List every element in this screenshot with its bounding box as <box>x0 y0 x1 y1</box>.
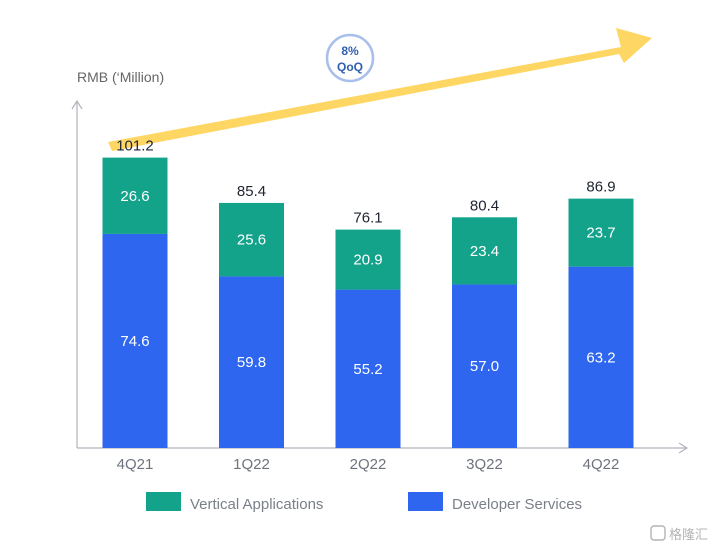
qoq-label: QoQ <box>337 60 363 74</box>
bar-developer-services-2q22 <box>335 289 401 448</box>
data-label-developer-services: 55.2 <box>353 361 382 378</box>
data-label-total: 76.1 <box>353 210 382 227</box>
legend-swatch-vertical-applications <box>146 492 181 511</box>
data-label-total: 86.9 <box>586 179 615 196</box>
bar-developer-services-3q22 <box>452 284 517 448</box>
legend-label-vertical-applications: Vertical Applications <box>190 496 323 513</box>
data-label-vertical-applications: 23.4 <box>470 243 499 260</box>
y-axis-label: RMB (‘Million) <box>77 69 164 85</box>
bar-developer-services-4q22 <box>568 266 634 448</box>
x-tick-label: 4Q22 <box>583 456 620 473</box>
bar-vertical-applications-3q22 <box>452 217 517 285</box>
data-label-developer-services: 74.6 <box>120 333 149 350</box>
bar-vertical-applications-2q22 <box>335 229 401 290</box>
growth-trend-arrow <box>108 28 652 151</box>
data-label-total: 101.2 <box>116 138 154 155</box>
data-label-vertical-applications: 20.9 <box>353 252 382 269</box>
data-label-developer-services: 59.8 <box>237 354 266 371</box>
x-tick-label: 3Q22 <box>466 456 503 473</box>
watermark-text: 格隆汇 <box>669 527 708 542</box>
legend-label-developer-services: Developer Services <box>452 496 582 513</box>
bar-vertical-applications-1q22 <box>219 202 284 277</box>
bar-vertical-applications-4q21 <box>102 157 168 234</box>
watermark: 格隆汇 <box>650 525 708 542</box>
x-tick-label: 2Q22 <box>350 456 387 473</box>
qoq-percent: 8% <box>341 44 359 58</box>
x-tick-label: 4Q21 <box>117 456 154 473</box>
data-label-total: 80.4 <box>470 197 499 214</box>
qoq-badge-circle <box>325 33 375 83</box>
watermark-logo-icon <box>650 525 666 541</box>
data-label-vertical-applications: 26.6 <box>120 188 149 205</box>
legend-swatch-developer-services <box>408 492 443 511</box>
data-label-vertical-applications: 25.6 <box>237 232 266 249</box>
bar-developer-services-1q22 <box>219 276 284 448</box>
bar-vertical-applications-4q22 <box>568 198 634 267</box>
legend: Vertical Applications Developer Services <box>146 492 582 513</box>
labels-group: 74.6 26.6 101.2 4Q21 59.8 25.6 85.4 1Q22 55.2 20.… <box>116 138 619 473</box>
qoq-badge: 8% QoQ <box>325 33 375 83</box>
x-tick-label: 1Q22 <box>233 456 270 473</box>
data-label-total: 85.4 <box>237 183 266 200</box>
data-label-developer-services: 63.2 <box>586 349 615 366</box>
y-axis <box>71 99 83 448</box>
bar-developer-services-4q21 <box>102 233 168 448</box>
bars-group <box>102 157 634 448</box>
data-label-vertical-applications: 23.7 <box>586 225 615 242</box>
data-label-developer-services: 57.0 <box>470 358 499 375</box>
